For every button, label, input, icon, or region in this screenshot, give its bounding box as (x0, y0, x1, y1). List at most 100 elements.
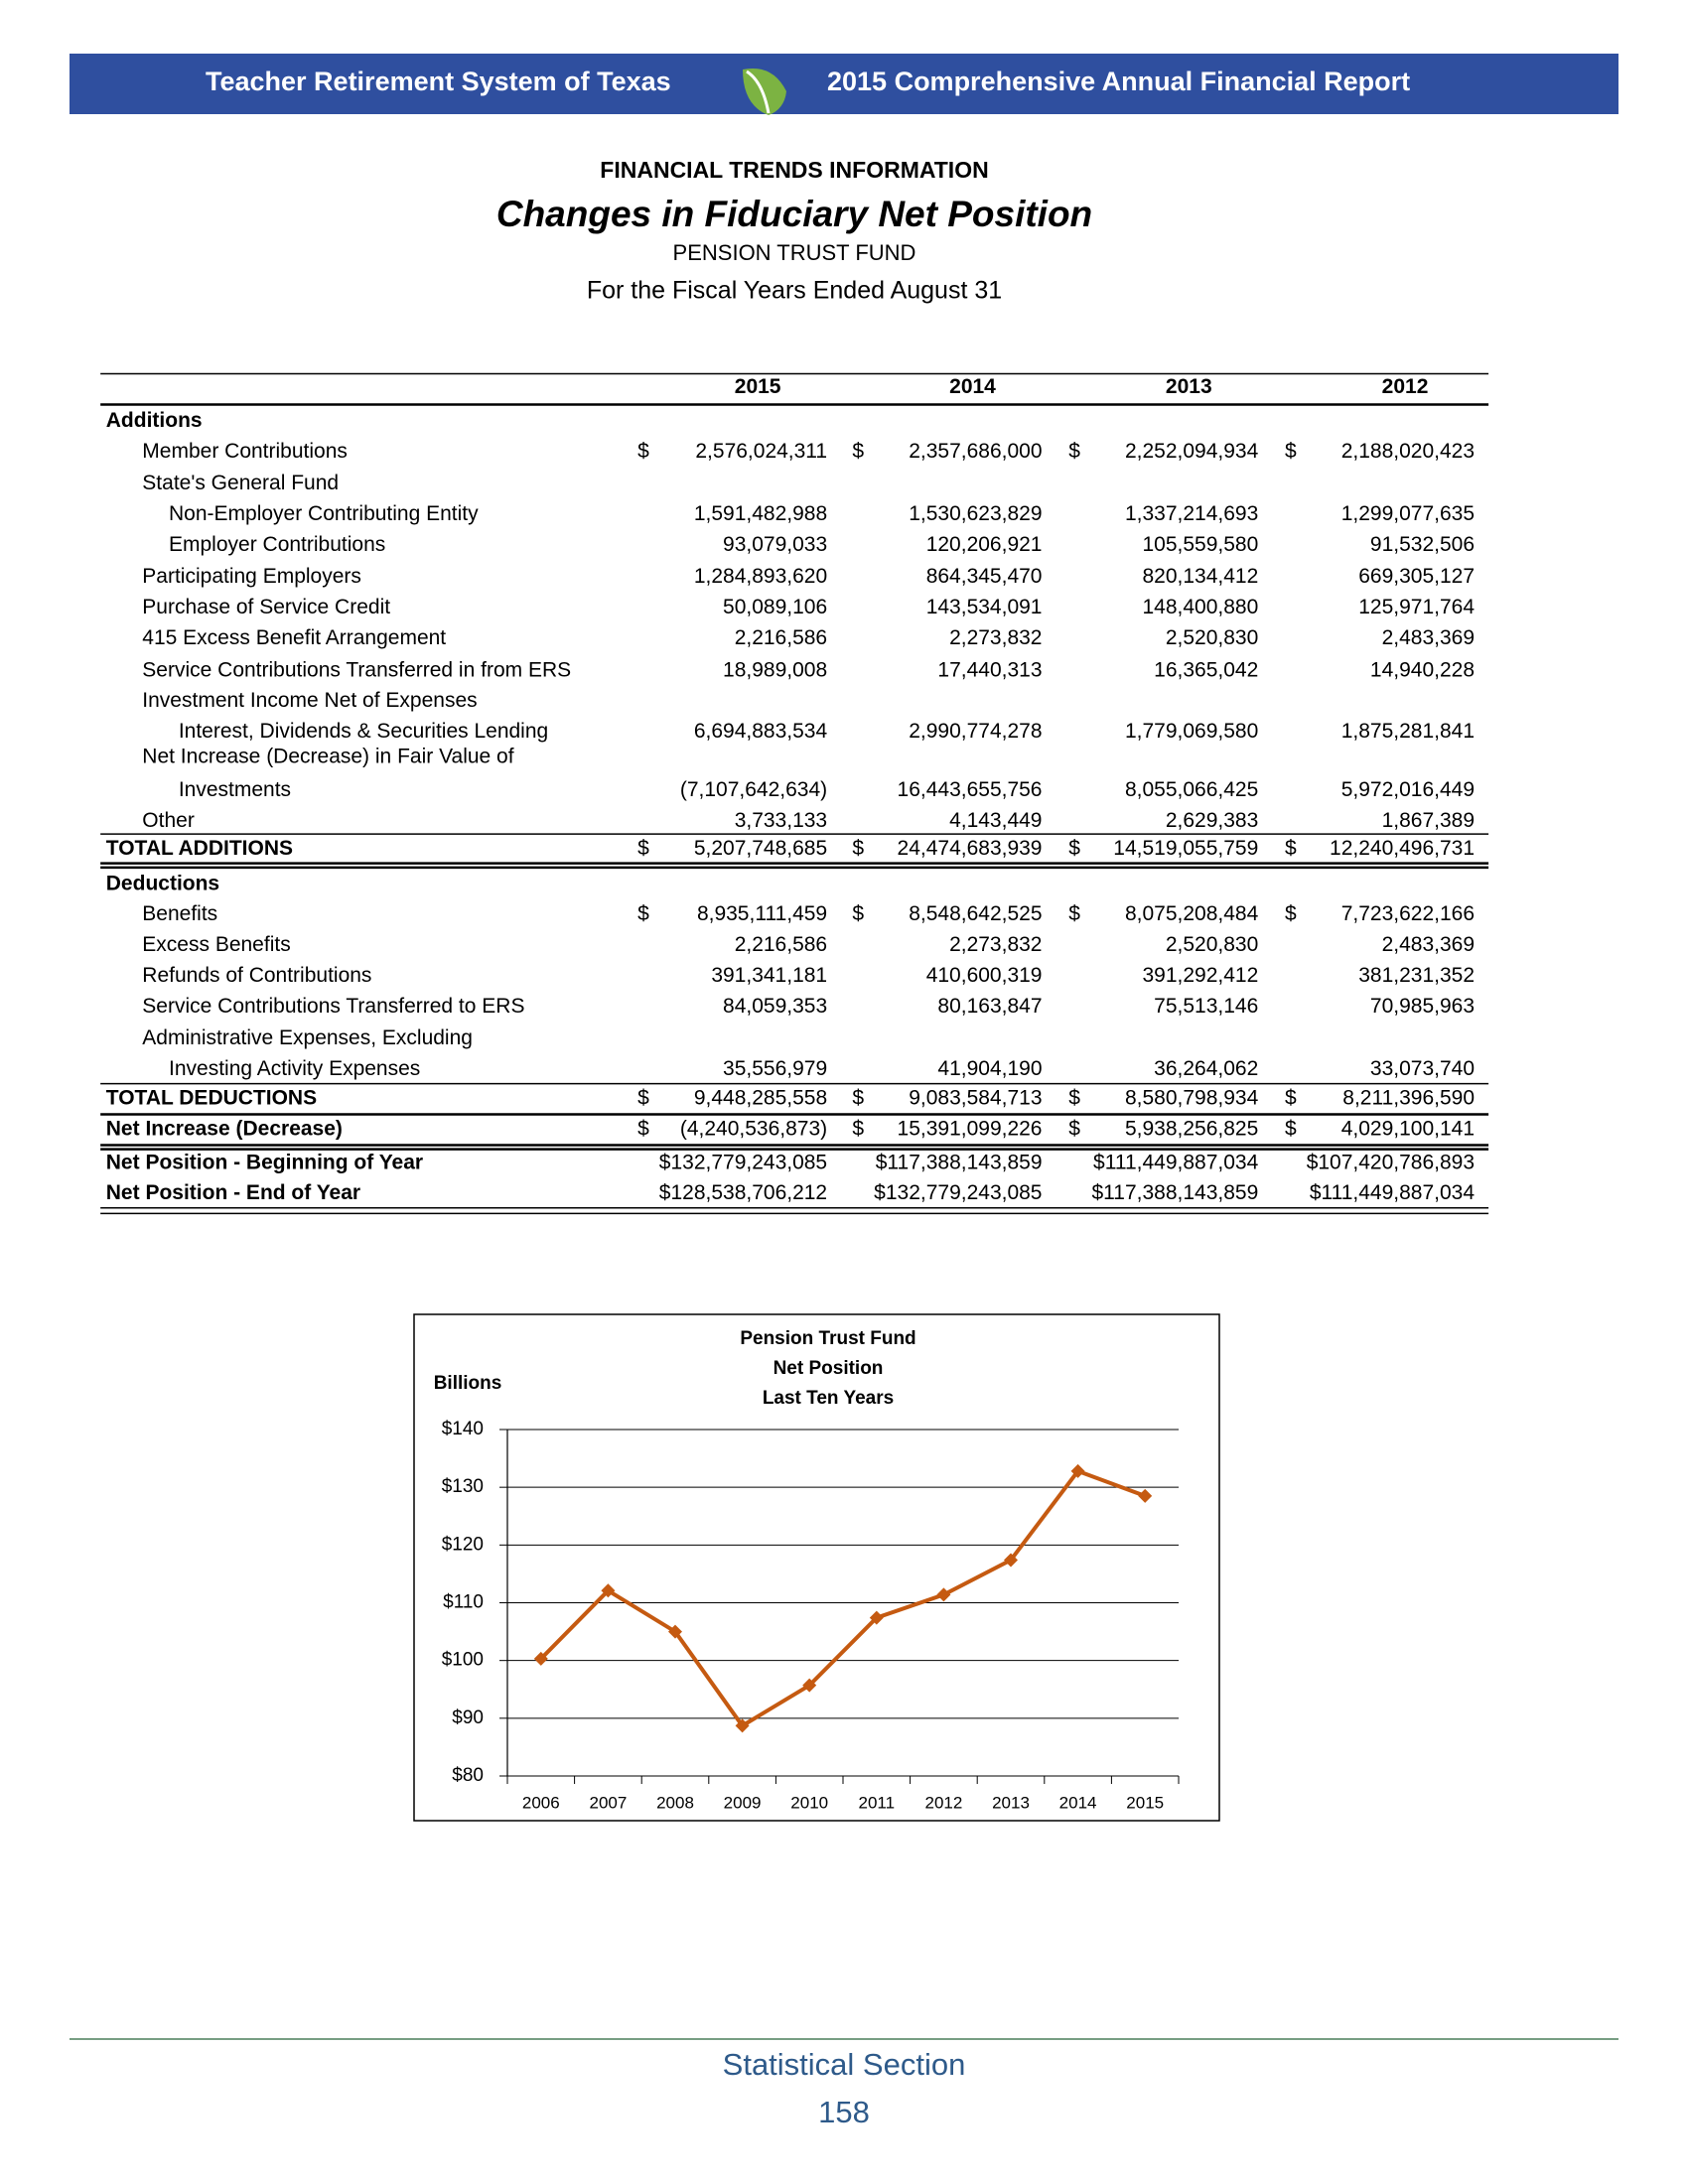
cell-value: 2,576,024,311 (695, 440, 827, 463)
row-label: Service Contributions Transferred in fro… (142, 658, 571, 681)
currency-sign: $ (637, 902, 649, 925)
cell-value: 2,216,586 (735, 626, 827, 649)
x-tick-label: 2010 (790, 1793, 828, 1812)
cell-value: 9,083,584,713 (909, 1087, 1042, 1110)
cell-value: 16,443,655,756 (898, 778, 1043, 801)
row-label: TOTAL ADDITIONS (106, 837, 293, 860)
currency-sign: $ (1285, 902, 1297, 925)
currency-sign: $ (637, 837, 649, 860)
cell-value: 125,971,764 (1358, 596, 1475, 618)
cell-value: 2,216,586 (735, 933, 827, 956)
cell-value: $117,388,143,859 (1091, 1181, 1258, 1204)
cell-value: 16,365,042 (1154, 658, 1258, 681)
section-title: FINANCIAL TRENDS INFORMATION (600, 157, 988, 183)
cell-value: 5,207,748,685 (694, 837, 827, 860)
currency-sign: $ (1285, 1087, 1297, 1110)
cell-value: 2,273,832 (949, 626, 1042, 649)
y-tick-label: $120 (442, 1534, 484, 1555)
cell-value: 1,299,077,635 (1341, 502, 1475, 525)
cell-value: 35,556,979 (723, 1057, 827, 1080)
cell-value: 148,400,880 (1142, 596, 1258, 618)
row-label: Refunds of Contributions (142, 964, 371, 987)
cell-value: $128,538,706,212 (659, 1181, 827, 1204)
cell-value: 391,292,412 (1142, 964, 1258, 987)
currency-sign: $ (1285, 1118, 1297, 1141)
cell-value: 8,055,066,425 (1125, 778, 1258, 801)
row-label: Additions (106, 409, 203, 432)
column-header: 2013 (1166, 375, 1212, 398)
row-label: Benefits (142, 902, 217, 925)
cell-value: 17,440,313 (937, 658, 1042, 681)
currency-sign: $ (637, 1118, 649, 1141)
cell-value: 669,305,127 (1358, 565, 1475, 588)
x-tick-label: 2011 (859, 1793, 896, 1812)
currency-sign: $ (852, 1118, 864, 1141)
cell-value: 91,532,506 (1370, 533, 1475, 556)
y-axis-label: Billions (434, 1373, 502, 1394)
row-label: Administrative Expenses, Excluding (142, 1026, 473, 1049)
cell-value: 1,779,069,580 (1125, 720, 1258, 743)
column-header: 2012 (1382, 375, 1429, 398)
cell-value: 2,483,369 (1382, 626, 1475, 649)
currency-sign: $ (1068, 837, 1080, 860)
cell-value: 2,520,830 (1166, 933, 1258, 956)
cell-value: 2,483,369 (1382, 933, 1475, 956)
cell-value: 2,990,774,278 (909, 720, 1042, 743)
row-label: Net Position - End of Year (106, 1181, 360, 1204)
cell-value: (7,107,642,634) (680, 778, 827, 801)
data-marker (869, 1610, 884, 1625)
y-tick-label: $100 (442, 1650, 484, 1671)
cell-value: $132,779,243,085 (659, 1151, 827, 1173)
x-tick-label: 2014 (1059, 1793, 1097, 1812)
cell-value: $117,388,143,859 (876, 1151, 1043, 1173)
cell-value: 6,694,883,534 (694, 720, 828, 743)
column-header: 2014 (949, 375, 996, 398)
currency-sign: $ (637, 1087, 649, 1110)
row-label: Deductions (106, 872, 219, 894)
leaf-icon (743, 68, 786, 115)
cell-value: 381,231,352 (1358, 964, 1475, 987)
cell-value: 2,357,686,000 (909, 440, 1042, 463)
cell-value: 820,134,412 (1142, 565, 1258, 588)
cell-value: 14,519,055,759 (1113, 837, 1258, 860)
fund-name: PENSION TRUST FUND (673, 240, 916, 265)
chart-title: Net Position (774, 1358, 884, 1379)
period: For the Fiscal Years Ended August 31 (587, 277, 1002, 305)
data-marker (802, 1678, 817, 1693)
data-marker (936, 1587, 951, 1602)
cell-value: 41,904,190 (937, 1057, 1042, 1080)
cell-value: 2,252,094,934 (1125, 440, 1259, 463)
cell-value: 410,600,319 (926, 964, 1043, 987)
currency-sign: $ (852, 1087, 864, 1110)
x-tick-label: 2009 (724, 1793, 762, 1812)
cell-value: 50,089,106 (723, 596, 827, 618)
leaf-vein (746, 69, 771, 114)
row-label: TOTAL DEDUCTIONS (106, 1087, 317, 1110)
row-label: Other (142, 809, 195, 832)
row-label: Investment Income Net of Expenses (142, 689, 477, 712)
cell-value: 2,188,020,423 (1341, 440, 1475, 463)
cell-value: 1,591,482,988 (694, 502, 827, 525)
row-label: Net Increase (Decrease) in Fair Value of (142, 745, 513, 767)
cell-value: 120,206,921 (926, 533, 1043, 556)
cell-value: (4,240,536,873) (680, 1118, 827, 1141)
cell-value: 93,079,033 (723, 533, 827, 556)
currency-sign: $ (852, 902, 864, 925)
cell-value: 4,029,100,141 (1341, 1118, 1475, 1141)
cell-value: 8,211,396,590 (1342, 1087, 1475, 1110)
chart-title: Pension Trust Fund (740, 1328, 915, 1349)
header-left: Teacher Retirement System of Texas (206, 67, 671, 96)
cell-value: 9,448,285,558 (694, 1087, 827, 1110)
cell-value: $111,449,887,034 (1310, 1181, 1476, 1204)
x-tick-label: 2012 (924, 1793, 962, 1812)
row-label: Non-Employer Contributing Entity (169, 502, 479, 525)
y-tick-label: $140 (442, 1419, 484, 1439)
currency-sign: $ (637, 440, 649, 463)
cell-value: 14,940,228 (1370, 658, 1475, 681)
cell-value: 5,972,016,449 (1341, 778, 1475, 801)
cell-value: 33,073,740 (1370, 1057, 1475, 1080)
cell-value: 8,548,642,525 (909, 902, 1042, 925)
data-line (539, 1468, 1146, 1729)
cell-value: 4,143,449 (949, 809, 1042, 832)
